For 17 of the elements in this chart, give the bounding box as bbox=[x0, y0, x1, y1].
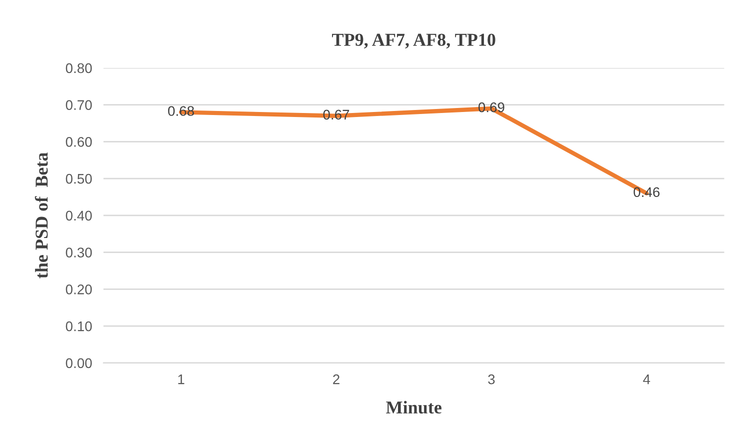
x-tick-label: 3 bbox=[488, 374, 495, 384]
chart-title: TP9, AF7, AF8, TP10 bbox=[332, 34, 496, 49]
y-tick-label: 0.10 bbox=[66, 321, 92, 332]
y-tick-label: 0.50 bbox=[66, 174, 92, 184]
y-tick-label: 0.00 bbox=[66, 358, 92, 368]
x-tick-label: 4 bbox=[643, 374, 650, 384]
data-label: 0.68 bbox=[168, 106, 194, 116]
x-tick-label: 1 bbox=[178, 374, 184, 384]
x-tick-label: 2 bbox=[333, 374, 340, 384]
y-axis-title: the PSD of Beta bbox=[34, 152, 48, 278]
y-tick-label: 0.30 bbox=[66, 248, 92, 258]
y-tick-label: 0.70 bbox=[66, 100, 92, 110]
y-tick-label: 0.20 bbox=[66, 284, 92, 294]
y-tick-label: 0.40 bbox=[66, 210, 92, 221]
y-tick-label: 0.80 bbox=[66, 63, 92, 74]
y-tick-label: 0.60 bbox=[66, 137, 92, 147]
x-axis-title: Minute bbox=[386, 400, 442, 414]
